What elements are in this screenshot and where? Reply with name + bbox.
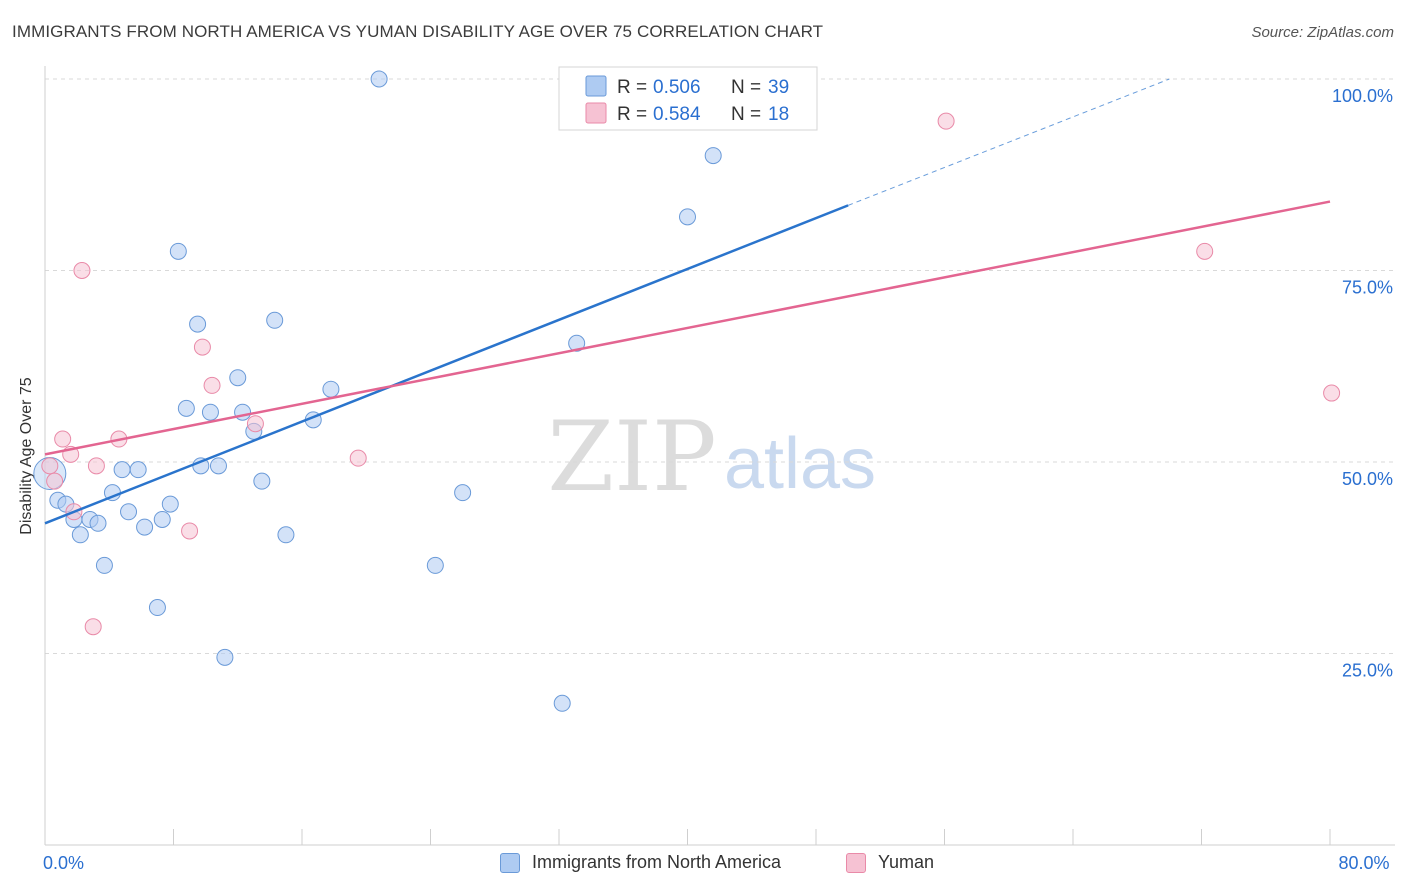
data-point-blue-10 bbox=[120, 503, 138, 521]
data-point-blue-17 bbox=[177, 399, 195, 417]
y-tick-label-25: 25.0% bbox=[1342, 661, 1393, 681]
legend-swatch-pink bbox=[846, 852, 866, 873]
data-point-blue-7 bbox=[95, 556, 113, 574]
y-tick-label-100: 100.0% bbox=[1332, 86, 1393, 106]
data-point-pink-13 bbox=[349, 449, 367, 467]
stats-n-value-1: 18 bbox=[768, 104, 789, 125]
trend-line-blue bbox=[44, 204, 849, 525]
data-point-blue-14 bbox=[153, 510, 171, 528]
data-point-pink-12 bbox=[246, 415, 264, 433]
data-point-pink-7 bbox=[87, 457, 105, 475]
legend-item-yuman[interactable]: Yuman bbox=[846, 852, 934, 873]
data-point-blue-30 bbox=[322, 380, 340, 398]
data-point-blue-32 bbox=[426, 556, 444, 574]
stats-n-label-0: N = bbox=[731, 77, 761, 98]
y-tick-label-50: 50.0% bbox=[1342, 469, 1393, 489]
data-point-blue-11 bbox=[129, 461, 147, 479]
data-point-blue-13 bbox=[148, 599, 166, 617]
data-point-blue-26 bbox=[253, 472, 271, 490]
data-point-pink-9 bbox=[181, 522, 199, 540]
watermark-zip: ZIP bbox=[547, 401, 716, 513]
data-point-blue-23 bbox=[229, 369, 247, 387]
data-point-pink-11 bbox=[203, 376, 221, 394]
data-point-pink-15 bbox=[937, 112, 955, 130]
data-point-pink-10 bbox=[193, 338, 211, 356]
stats-r-value-1: 0.584 bbox=[653, 104, 701, 125]
data-point-pink-17 bbox=[1323, 384, 1341, 402]
data-point-pink-16 bbox=[1196, 242, 1214, 260]
source-label: Source: ZipAtlas.com bbox=[1251, 24, 1394, 41]
legend-label-yuman: Yuman bbox=[878, 852, 935, 872]
x-tick-label-80: 80.0% bbox=[1338, 853, 1389, 873]
data-point-blue-12 bbox=[136, 518, 154, 536]
stats-r-label-1: R = bbox=[617, 104, 647, 125]
data-point-blue-21 bbox=[209, 457, 227, 475]
chart-title: IMMIGRANTS FROM NORTH AMERICA VS YUMAN D… bbox=[12, 22, 824, 41]
legend-label-immigrants: Immigrants from North America bbox=[532, 852, 782, 872]
y-tick-label-75: 75.0% bbox=[1342, 278, 1393, 298]
data-point-pink-5 bbox=[73, 262, 91, 279]
x-tick-label-0: 0.0% bbox=[43, 853, 84, 873]
data-point-blue-15 bbox=[161, 495, 179, 513]
data-point-blue-4 bbox=[71, 526, 89, 544]
data-point-pink-1 bbox=[46, 472, 64, 490]
data-point-blue-31 bbox=[370, 70, 388, 88]
stats-r-label-0: R = bbox=[617, 77, 647, 98]
data-point-blue-20 bbox=[201, 403, 219, 421]
data-point-blue-9 bbox=[113, 461, 131, 479]
stats-legend: R = 0.506 N = 39 R = 0.584 N = 18 bbox=[558, 66, 818, 131]
trend-line-pink bbox=[44, 200, 1331, 456]
stats-n-value-0: 39 bbox=[768, 77, 789, 98]
stats-r-value-0: 0.506 bbox=[653, 77, 701, 98]
watermark-atlas: atlas bbox=[724, 424, 876, 504]
data-point-blue-18 bbox=[189, 315, 207, 333]
stats-swatch-1 bbox=[585, 102, 607, 124]
data-point-blue-16 bbox=[169, 242, 187, 260]
data-point-blue-35 bbox=[568, 334, 586, 352]
stats-n-label-1: N = bbox=[731, 104, 761, 125]
data-point-blue-28 bbox=[277, 526, 295, 544]
legend-swatch-blue bbox=[500, 852, 520, 873]
data-point-blue-38 bbox=[704, 147, 722, 165]
stats-swatch-0 bbox=[585, 75, 607, 97]
legend-item-immigrants[interactable]: Immigrants from North America bbox=[500, 852, 781, 873]
data-point-pink-2 bbox=[54, 430, 72, 448]
data-point-blue-37 bbox=[679, 208, 696, 226]
data-point-blue-22 bbox=[216, 648, 234, 666]
data-point-pink-0 bbox=[41, 457, 59, 475]
data-point-blue-33 bbox=[454, 484, 472, 502]
data-point-blue-6 bbox=[89, 514, 107, 532]
bottom-legend: Immigrants from North America Yuman bbox=[0, 850, 1406, 878]
data-point-blue-27 bbox=[266, 311, 284, 329]
trend-line-blue-extension bbox=[847, 78, 1170, 206]
data-point-pink-6 bbox=[84, 618, 102, 636]
data-point-blue-34 bbox=[553, 694, 571, 712]
